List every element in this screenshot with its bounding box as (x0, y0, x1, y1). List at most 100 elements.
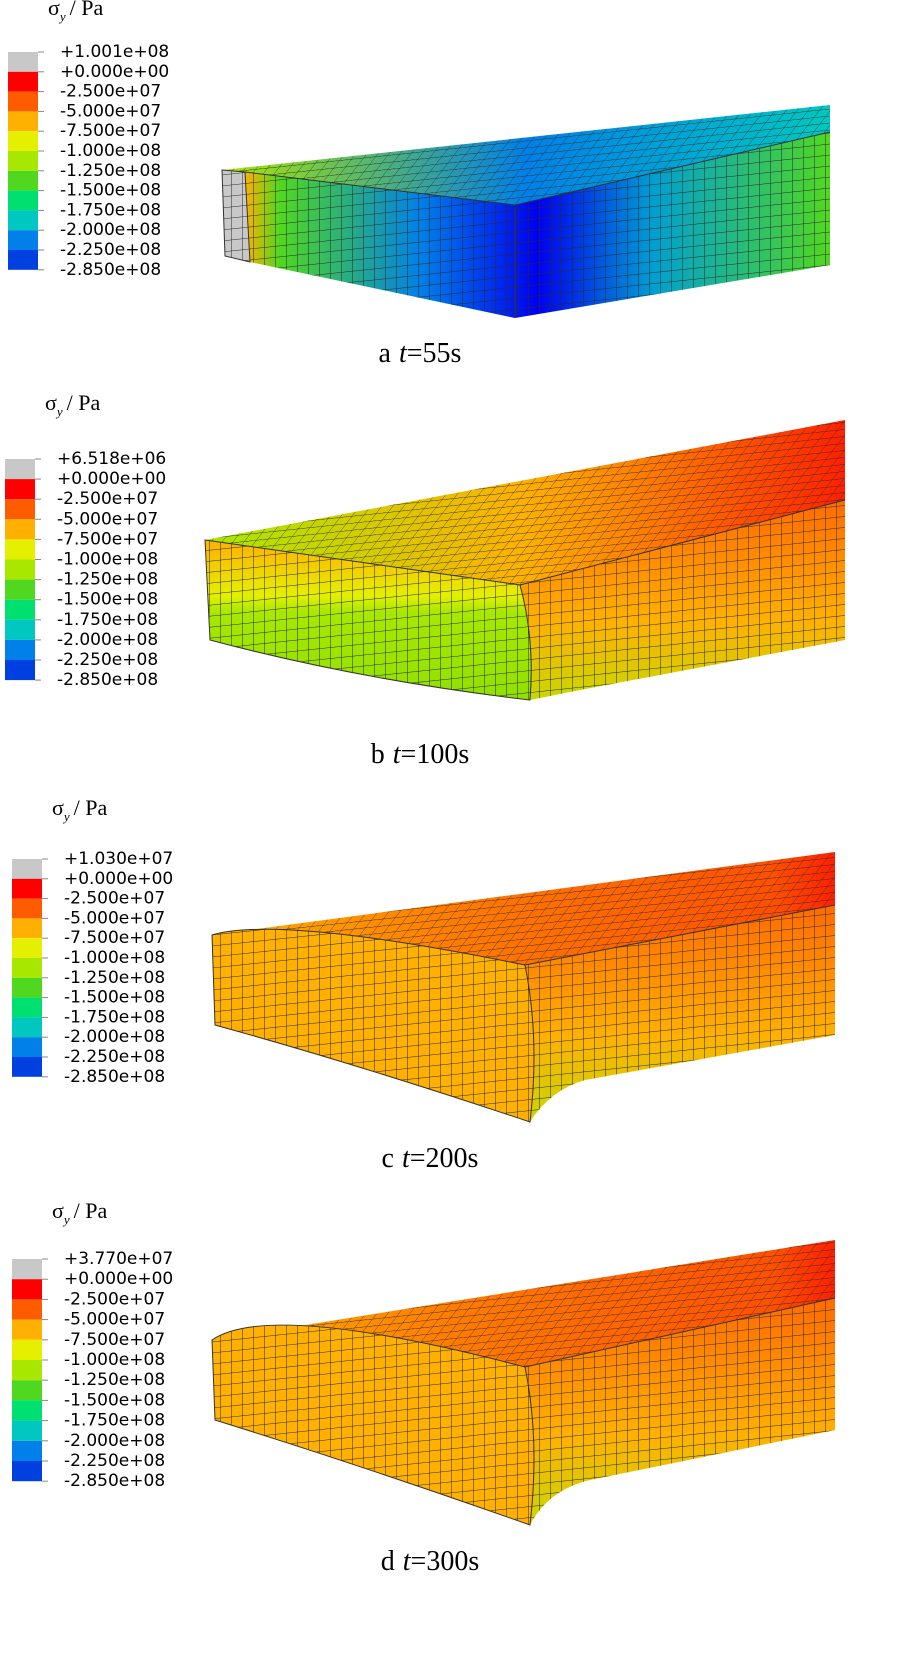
legend-swatch (12, 997, 42, 1018)
legend-swatch (12, 1440, 42, 1461)
legend-swatch (12, 898, 42, 919)
legend: σy / Pa +1.030e+07+0.000e+00-2.500e+07-5.0… (12, 795, 173, 1087)
legend-symbol: σ (52, 795, 64, 820)
legend-label: -1.750e+08 (64, 1411, 165, 1431)
legend-label: -2.850e+08 (60, 260, 161, 280)
legend-title: σy / Pa (45, 390, 100, 419)
legend-label: +1.001e+08 (60, 42, 169, 62)
caption-value: =55s (407, 338, 462, 369)
legend-label: +0.000e+00 (60, 62, 169, 82)
legend-swatch (12, 958, 42, 978)
legend-swatch (8, 230, 38, 250)
legend-swatch (12, 878, 42, 899)
legend-label: -2.850e+08 (57, 670, 158, 690)
legend-label: -5.000e+07 (57, 509, 158, 529)
legend-label: -1.750e+08 (60, 200, 161, 220)
legend-label: +0.000e+00 (64, 869, 173, 889)
legend-swatch (8, 250, 38, 270)
legend-swatch (8, 91, 38, 112)
legend-label: -1.250e+08 (57, 570, 158, 590)
legend-swatch (8, 210, 38, 231)
legend-swatch (12, 1461, 42, 1482)
legend-swatch (12, 1420, 42, 1441)
caption: d t=300s (381, 1546, 479, 1577)
legend-label: -1.750e+08 (64, 1007, 165, 1027)
legend-unit: / Pa (74, 795, 108, 820)
caption-letter: b (371, 739, 385, 770)
legend-label: -1.500e+08 (57, 590, 158, 610)
caption-variable: t (393, 739, 402, 770)
caption-letter: a (379, 338, 392, 369)
legend-unit: / Pa (67, 390, 101, 415)
slab-a (221, 105, 831, 318)
legend-label: +1.030e+07 (64, 849, 173, 869)
caption-variable: t (399, 338, 408, 369)
legend: σy / Pa +6.518e+06+0.000e+00-2.500e+07-5.0… (5, 390, 166, 690)
legend-swatch (12, 1319, 42, 1340)
legend-symbol: σ (45, 390, 57, 415)
legend-label: -1.000e+08 (57, 550, 158, 570)
legend-label: +0.000e+00 (57, 469, 166, 489)
legend-symbol: σ (48, 0, 60, 20)
caption-value: =100s (401, 739, 470, 770)
legend-title: σy / Pa (52, 1198, 107, 1227)
legend-subscript: y (62, 809, 70, 824)
legend-label: +0.000e+00 (64, 1269, 173, 1289)
legend-label: -1.000e+08 (60, 141, 161, 161)
caption-value: =200s (410, 1143, 479, 1174)
legend-swatch (5, 639, 35, 660)
legend-swatch (12, 938, 42, 958)
legend-label: -2.500e+07 (57, 489, 158, 509)
legend-swatch (12, 1017, 42, 1038)
legend-label: -1.750e+08 (57, 610, 158, 630)
caption-variable: t (403, 1546, 412, 1577)
legend-swatch (12, 918, 42, 939)
legend-label: -2.500e+07 (64, 1289, 165, 1309)
legend-label: -2.250e+08 (64, 1047, 165, 1067)
legend-swatch (12, 1057, 42, 1077)
legend-label: -1.500e+08 (64, 1390, 165, 1410)
caption: b t=100s (371, 739, 469, 770)
legend-swatch (5, 479, 35, 500)
caption-letter: c (382, 1143, 394, 1174)
legend-label: -5.000e+07 (60, 101, 161, 121)
slab-c (211, 852, 836, 1123)
legend-swatch (5, 579, 35, 600)
legend-swatch (8, 111, 38, 132)
slab-b (204, 420, 846, 701)
legend-swatch (8, 190, 38, 211)
legend-swatch (12, 977, 42, 998)
legend-label: -1.000e+08 (64, 1350, 165, 1370)
legend-label: -1.000e+08 (64, 948, 165, 968)
legend: σy / Pa +3.770e+07+0.000e+00-2.500e+07-5.0… (12, 1198, 173, 1491)
legend-swatch (8, 52, 38, 72)
legend-swatch (5, 519, 35, 540)
legend-label: +3.770e+07 (64, 1249, 173, 1269)
legend-label: -1.250e+08 (60, 161, 161, 181)
legend-swatch (8, 170, 38, 191)
legend-swatch (8, 71, 38, 92)
legend-swatch (5, 559, 35, 580)
legend-label: -5.000e+07 (64, 1310, 165, 1330)
legend-swatch (12, 1380, 42, 1401)
legend-swatch (5, 539, 35, 560)
legend-title: σy / Pa (52, 795, 107, 824)
caption: a t=55s (379, 338, 462, 369)
legend-swatch (5, 599, 35, 620)
legend-swatch (8, 151, 38, 171)
legend-label: -7.500e+07 (60, 121, 161, 141)
caption-variable: t (402, 1143, 411, 1174)
legend-swatch (12, 1339, 42, 1360)
legend-label: -2.500e+07 (64, 889, 165, 909)
legend-swatch (8, 131, 38, 151)
legend-label: -2.000e+08 (64, 1431, 165, 1451)
caption-value: =300s (411, 1546, 480, 1577)
legend-subscript: y (55, 404, 63, 419)
legend-swatch (12, 1299, 42, 1320)
legend-swatch (5, 459, 35, 480)
legend-subscript: y (58, 9, 66, 24)
legend-label: -2.850e+08 (64, 1067, 165, 1087)
legend-swatch (12, 1037, 42, 1057)
legend: σy / Pa +1.001e+08+0.000e+00-2.500e+07-5.0… (8, 0, 169, 280)
legend-label: -1.500e+08 (64, 988, 165, 1008)
